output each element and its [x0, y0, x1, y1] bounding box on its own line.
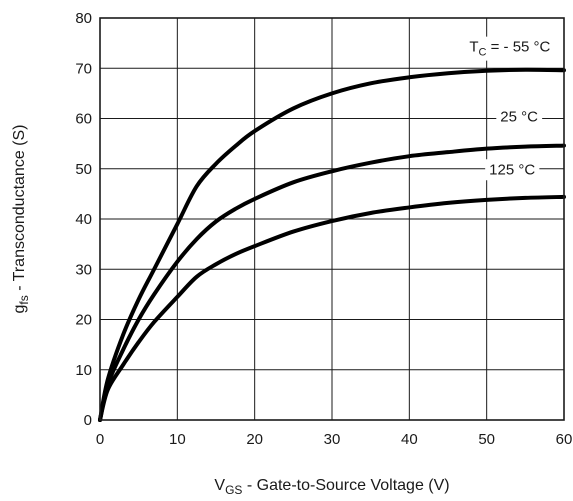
- series-label-2: 125 °C: [489, 161, 535, 178]
- series-label-background: [485, 159, 540, 181]
- series-label-rest: = - 55 °C: [486, 39, 550, 56]
- series-label-subscript: C: [478, 47, 486, 59]
- x-axis-title-main: V: [214, 477, 225, 494]
- series-curves: [98, 67, 566, 422]
- x-tick-label: 0: [96, 431, 104, 448]
- y-tick-label: 0: [84, 412, 92, 429]
- series-label-main: T: [469, 39, 478, 56]
- y-tick-label: 60: [75, 111, 92, 128]
- series-line-1: [98, 143, 566, 422]
- y-axis-title-subscript: fs: [17, 295, 31, 304]
- series-label-0: TC = - 55 °C: [469, 39, 550, 59]
- y-tick-label: 80: [75, 10, 92, 27]
- y-tick-labels: 0 10 20 30 40 50 60 70 80: [75, 10, 92, 429]
- series-label-1: 25 °C: [500, 108, 538, 125]
- series-label-background: [496, 106, 543, 128]
- y-tick-label: 10: [75, 362, 92, 379]
- x-tick-label: 10: [169, 431, 186, 448]
- y-tick-label: 30: [75, 261, 92, 278]
- x-tick-label: 60: [556, 431, 573, 448]
- y-axis-title-main: g: [11, 305, 28, 314]
- x-tick-label: 30: [324, 431, 341, 448]
- series-label-main: 125 °C: [489, 161, 535, 178]
- y-tick-label: 70: [75, 60, 92, 77]
- y-axis-title: gfs - Transconductance (S): [11, 125, 31, 314]
- y-axis-title-rest: - Transconductance (S): [11, 125, 28, 296]
- y-tick-label: 50: [75, 161, 92, 178]
- series-line-0: [98, 67, 566, 422]
- series-line-2: [98, 194, 566, 422]
- x-tick-label: 40: [401, 431, 418, 448]
- x-axis-title-subscript: GS: [225, 483, 242, 497]
- y-tick-label: 40: [75, 211, 92, 228]
- x-tick-label: 20: [246, 431, 263, 448]
- x-axis-title: VGS - Gate-to-Source Voltage (V): [214, 477, 449, 497]
- x-tick-labels: 0 10 20 30 40 50 60: [96, 431, 573, 448]
- series-label-background: [465, 36, 555, 61]
- series-label-main: 25 °C: [500, 108, 538, 125]
- x-tick-label: 50: [478, 431, 495, 448]
- y-tick-label: 20: [75, 312, 92, 329]
- series-labels: TC = - 55 °C 25 °C 125 °C: [465, 36, 555, 181]
- x-axis-title-rest: - Gate-to-Source Voltage (V): [242, 477, 449, 494]
- plot-frame: [99, 17, 565, 421]
